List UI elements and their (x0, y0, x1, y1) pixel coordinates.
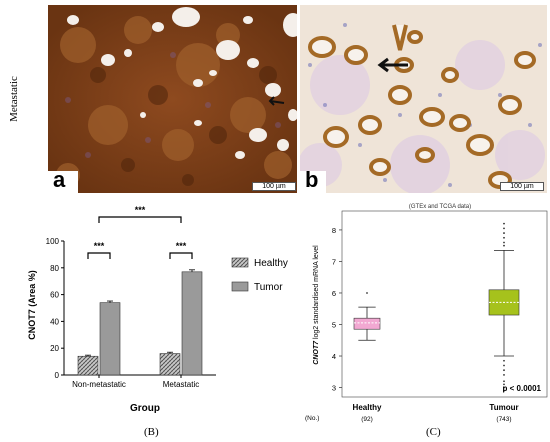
outlier-tumour-5 (503, 244, 505, 247)
bar-xlabel: Group (130, 403, 160, 414)
outlier-tumour-0 (503, 222, 505, 225)
box-ytick-label-2: 5 (332, 320, 336, 329)
outlier-tumour-1 (503, 227, 505, 230)
outlier-healthy-0 (366, 292, 368, 294)
legend-label-healthy: Healthy (254, 258, 288, 269)
bar-legend: Healthy Tumor (231, 257, 288, 293)
scale-bar-a: 100 µm (252, 182, 296, 191)
caption-c: (C) (426, 426, 441, 438)
bar-ytick-label-5: 100 (46, 237, 60, 246)
bar-ytick-label-2: 40 (50, 317, 59, 326)
bar-tumor-1 (181, 271, 203, 376)
bar-ytick-label-3: 60 (50, 291, 59, 300)
bar-xtick-label-1: Metastatic (163, 380, 199, 389)
box-ylabel: CNOT7 log2 standardised mRNA level (313, 245, 320, 365)
outlier-tumour-13 (503, 389, 505, 392)
box-healthy (353, 317, 381, 330)
micrograph-b: b 100 µm (300, 5, 547, 193)
sig-bracket-groups (98, 216, 182, 223)
box-count-1: (743) (496, 416, 511, 423)
bar-chart: 0 20 40 60 80 100 Non-metastatic Metastatic *** *… (27, 205, 288, 414)
outlier-tumour-4 (503, 241, 505, 244)
outlier-tumour-2 (503, 232, 505, 234)
outlier-tumour-10 (503, 380, 505, 383)
box-plot: (GTEx and TCGA data) 3 4 5 6 7 8 Healthy (92) Tu… (305, 204, 548, 423)
bar-chart-panel: 0 20 40 60 80 100 Non-metastatic Metastatic *** *… (0, 195, 300, 442)
panel-b-letter: b (305, 167, 319, 192)
box-plot-frame (341, 210, 548, 398)
scale-bar-b: 100 µm (500, 182, 544, 191)
box-plot-panel: (GTEx and TCGA data) 3 4 5 6 7 8 Healthy (92) Tu… (300, 195, 550, 442)
outlier-tumour-3 (503, 236, 505, 239)
bar-ytick-label-1: 20 (50, 344, 59, 353)
box-xtick-label-1: Tumour (489, 403, 518, 412)
bar-tumor-0 (99, 302, 121, 376)
bar-ytick-label-4: 80 (50, 264, 59, 273)
legend-swatch-healthy (231, 257, 249, 268)
box-ytick-label-1: 4 (332, 352, 336, 361)
box-ytick-label-0: 3 (332, 384, 336, 393)
bar-healthy-1 (159, 353, 181, 376)
bar-ylabel: CNOT7 (Area %) (27, 270, 37, 340)
bar-ytick-label-0: 0 (55, 371, 60, 380)
box-xtick-label-0: Healthy (353, 403, 382, 412)
box-ytick-label-5: 8 (332, 226, 336, 235)
panel-a-letter: a (53, 167, 66, 192)
outlier-tumour-6 (503, 359, 505, 362)
row-label-metastatic: Metastatic (8, 76, 20, 122)
outlier-tumour-8 (503, 369, 505, 372)
micrograph-a-image (48, 5, 297, 193)
box-ytick-label-3: 6 (332, 289, 336, 298)
sig-bracket-met (169, 252, 193, 259)
box-count-label: (No.) (305, 415, 319, 422)
micrograph-a: a 100 µm (48, 5, 297, 193)
sig-bracket-groups-label: *** (135, 205, 146, 215)
box-ytick-label-4: 7 (332, 257, 336, 266)
micrograph-b-image (300, 5, 547, 193)
legend-label-tumor: Tumor (254, 282, 283, 293)
box-pvalue: p < 0.0001 (503, 384, 542, 393)
box-title: (GTEx and TCGA data) (409, 204, 471, 210)
sig-bracket-met-label: *** (176, 241, 187, 251)
sig-bracket-nonmet-label: *** (94, 241, 105, 251)
outlier-tumour-12 (503, 386, 505, 389)
box-count-0: (92) (361, 416, 373, 423)
bar-healthy-0 (77, 355, 99, 376)
bar-xtick-label-0: Non-metastatic (72, 380, 126, 389)
legend-swatch-tumor (231, 281, 249, 292)
caption-b: (B) (144, 426, 159, 438)
outlier-tumour-9 (503, 374, 505, 376)
sig-bracket-nonmet (87, 252, 111, 259)
outlier-tumour-11 (503, 383, 505, 386)
outlier-tumour-7 (503, 364, 505, 367)
